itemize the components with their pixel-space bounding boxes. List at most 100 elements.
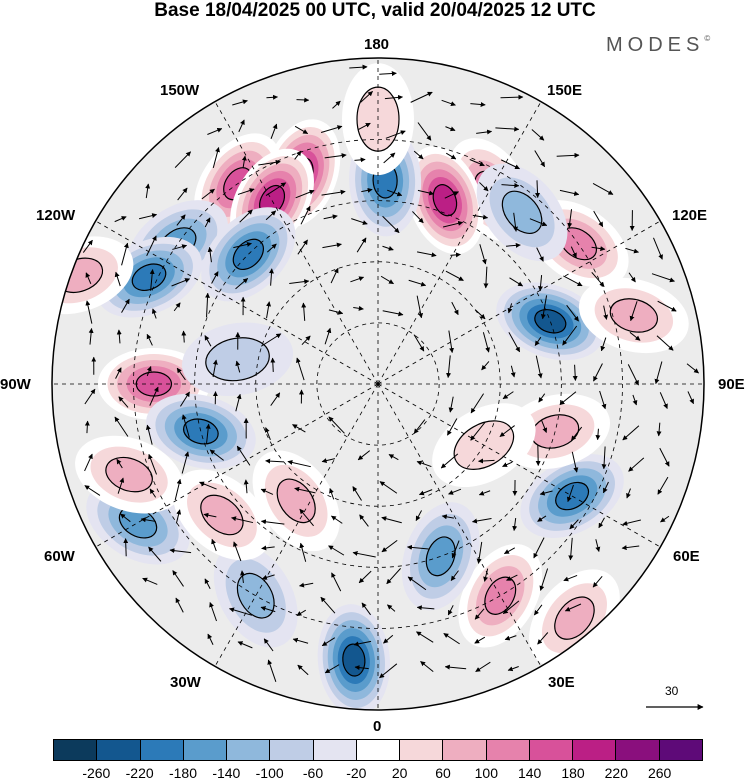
wind-vector: [450, 570, 459, 581]
wind-vector: [324, 153, 347, 159]
wind-vector: [508, 332, 521, 353]
colorbar-tick-label: 180: [561, 765, 585, 781]
anomaly-contour: [425, 536, 456, 577]
wind-vector: [207, 246, 213, 263]
wind-vector: [593, 210, 604, 228]
wind-vector: [592, 575, 603, 588]
wind-vector: [267, 659, 277, 682]
colorbar-swatch: [486, 740, 530, 760]
wind-vector: [686, 363, 699, 374]
wind-vector: [379, 663, 398, 679]
wind-vector: [408, 279, 427, 287]
anomaly-contour: [501, 190, 543, 234]
colorbar-tick-label: 220: [604, 765, 629, 781]
colorbar-tick-label: 100: [474, 765, 499, 781]
wind-vector: [212, 359, 218, 378]
wind-vector: [628, 272, 636, 283]
lon-label-60e: 60E: [673, 548, 700, 565]
wind-vector: [412, 211, 424, 224]
wind-vector: [502, 391, 514, 400]
wind-vector: [417, 251, 437, 258]
wind-vector: [180, 391, 190, 407]
wind-vector: [231, 516, 254, 524]
wind-vector: [123, 538, 129, 557]
wind-vector: [297, 664, 309, 676]
wind-vector: [294, 486, 316, 494]
wind-vector: [441, 99, 456, 107]
wind-vector: [266, 301, 272, 319]
wind-vector: [628, 457, 645, 472]
wind-vector: [418, 489, 433, 496]
anomaly-contour: [205, 337, 270, 382]
wind-vector: [232, 99, 248, 106]
lon-label-30e: 30E: [548, 674, 575, 691]
wind-vector: [174, 478, 182, 501]
wind-vector: [470, 393, 485, 414]
wind-vector: [417, 122, 432, 141]
wind-vector: [329, 488, 335, 500]
wind-vector: [475, 661, 491, 673]
wind-vector: [299, 582, 314, 588]
colorbar-swatch: [529, 740, 574, 760]
colorbar-tick-label: -20: [346, 765, 367, 781]
wind-vector: [265, 210, 277, 221]
reference-vector-label: 30: [665, 684, 679, 698]
wind-vector: [324, 327, 332, 345]
anomaly-contour: [200, 494, 244, 536]
meridian-line: [214, 383, 379, 667]
wind-vector: [301, 302, 307, 321]
wind-vector: [593, 363, 603, 382]
wind-vector: [446, 355, 452, 379]
wind-vector: [660, 515, 670, 523]
wind-vector: [331, 572, 342, 592]
wind-vector: [513, 212, 519, 232]
wind-vector: [294, 150, 302, 160]
wind-vector: [171, 278, 191, 287]
wind-vector: [656, 422, 662, 437]
wind-vector: [270, 392, 281, 406]
wind-vector: [556, 152, 580, 158]
wind-vector: [117, 477, 125, 494]
wind-vector: [350, 276, 365, 283]
wind-vector: [121, 298, 130, 313]
wind-vector: [260, 488, 274, 495]
wind-vector: [320, 125, 343, 133]
wind-vector: [379, 481, 398, 494]
wind-vector: [174, 151, 191, 168]
colorbar-tick-label: -260: [82, 765, 111, 781]
wind-vector: [211, 538, 217, 552]
wind-vector: [349, 64, 368, 70]
wind-vector: [569, 519, 579, 530]
wind-vector: [181, 451, 190, 474]
wind-vector: [595, 539, 601, 552]
wind-vector: [140, 517, 156, 523]
wind-vector: [566, 484, 574, 503]
wind-vector: [540, 295, 548, 320]
wind-vector: [114, 271, 121, 287]
wind-vector: [360, 91, 373, 103]
wind-vector: [529, 218, 548, 227]
colorbar-swatch: [659, 740, 702, 760]
wind-vector: [263, 638, 274, 652]
wind-vector: [324, 664, 340, 674]
wind-vector: [598, 517, 605, 529]
wind-vector: [299, 542, 307, 562]
wind-vector: [501, 159, 520, 170]
latitude-circle: [316, 322, 440, 446]
wind-vector: [383, 634, 394, 644]
latitude-circle: [133, 139, 623, 629]
wind-vector: [591, 272, 605, 287]
wind-vector: [476, 129, 493, 135]
wind-vector: [444, 191, 459, 199]
wind-vector: [265, 182, 287, 196]
wind-vector: [268, 268, 274, 286]
wind-vector: [235, 360, 241, 373]
wind-vector: [321, 458, 336, 463]
wind-vector: [114, 216, 127, 223]
wind-vector: [413, 334, 425, 352]
colorbar-swatch: [313, 740, 357, 760]
anomaly-blob: [317, 604, 391, 710]
wind-vector: [499, 425, 515, 438]
wind-vector: [301, 335, 311, 346]
anomaly-blob: [75, 435, 184, 514]
